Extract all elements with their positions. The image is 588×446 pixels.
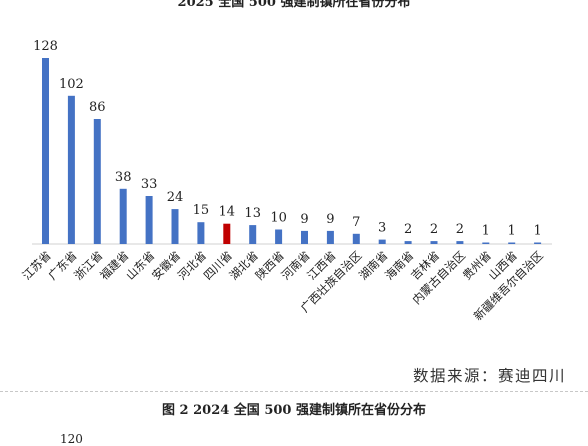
bar-9 — [275, 229, 283, 244]
data-labels-layer: 128 102 86 38 33 24 15 14 13 10 9 9 7 3 2 2 2 1 1 1 — [33, 39, 542, 239]
category-label-0: 江苏省 — [19, 248, 53, 282]
bar-14 — [404, 241, 412, 244]
data-label-2: 86 — [89, 100, 106, 115]
bar-13 — [378, 239, 386, 244]
next-chart-peek-label: 120 — [60, 432, 83, 446]
data-label-8: 13 — [244, 206, 261, 221]
bar-5 — [171, 209, 179, 244]
bar-1 — [67, 95, 75, 244]
category-label-17: 贵州省 — [460, 248, 494, 282]
data-label-13: 3 — [378, 221, 386, 236]
source-note: 数据来源：赛迪四川 — [412, 367, 566, 385]
bar-4 — [145, 196, 153, 244]
bar-19 — [534, 242, 542, 244]
category-label-10: 河南省 — [278, 248, 312, 282]
data-label-15: 2 — [430, 222, 438, 237]
bar-8 — [249, 225, 257, 244]
data-label-14: 2 — [404, 222, 412, 237]
bar-18 — [508, 242, 516, 244]
category-label-13: 湖南省 — [356, 248, 390, 282]
category-label-6: 河北省 — [175, 248, 209, 282]
bar-0 — [42, 58, 49, 244]
category-label-2: 浙江省 — [71, 248, 105, 282]
bar-11 — [326, 230, 334, 244]
data-label-19: 1 — [533, 224, 541, 239]
data-label-3: 38 — [115, 170, 132, 185]
bar-3 — [119, 188, 127, 244]
data-label-0: 128 — [33, 39, 58, 54]
bar-2 — [93, 119, 101, 244]
bar-12 — [352, 233, 360, 244]
category-labels-layer: 江苏省广东省浙江省福建省山东省安徽省河北省四川省湖北省陕西省河南省江西省广西壮族… — [19, 248, 545, 323]
bar-15 — [430, 241, 438, 244]
data-label-5: 24 — [167, 190, 184, 205]
bar-7 — [223, 223, 231, 244]
category-label-9: 陕西省 — [253, 248, 287, 282]
data-label-1: 102 — [59, 77, 84, 92]
category-label-14: 海南省 — [382, 248, 416, 282]
bar-17 — [482, 242, 490, 244]
section-divider — [0, 391, 588, 392]
bars-layer — [42, 58, 542, 244]
figure-caption: 图 2 2024 全国 500 强建制镇所在省份分布 — [162, 403, 426, 418]
category-label-1: 广东省 — [45, 248, 79, 282]
data-label-7: 14 — [219, 205, 236, 220]
data-label-16: 2 — [456, 222, 464, 237]
data-label-17: 1 — [482, 224, 490, 239]
data-label-4: 33 — [141, 177, 158, 192]
data-label-12: 7 — [352, 215, 360, 230]
data-label-9: 10 — [270, 211, 287, 226]
category-label-8: 湖北省 — [227, 248, 261, 282]
bar-16 — [456, 241, 464, 244]
data-label-11: 9 — [326, 212, 334, 227]
chart-title: 2025 全国 500 强建制镇所在省份分布 — [177, 0, 411, 10]
bar-6 — [197, 222, 205, 244]
data-label-10: 9 — [300, 212, 308, 227]
data-label-18: 1 — [508, 224, 516, 239]
category-label-4: 山东省 — [123, 248, 157, 282]
bar-chart: 128 102 86 38 33 24 15 14 13 10 9 9 7 3 2 2 2 1 1 1 江苏省广东省浙… — [19, 39, 552, 323]
category-label-5: 安徽省 — [149, 248, 183, 282]
category-label-7: 四川省 — [201, 248, 235, 282]
category-label-3: 福建省 — [97, 248, 131, 282]
bar-10 — [301, 230, 308, 244]
data-label-6: 15 — [193, 203, 210, 218]
